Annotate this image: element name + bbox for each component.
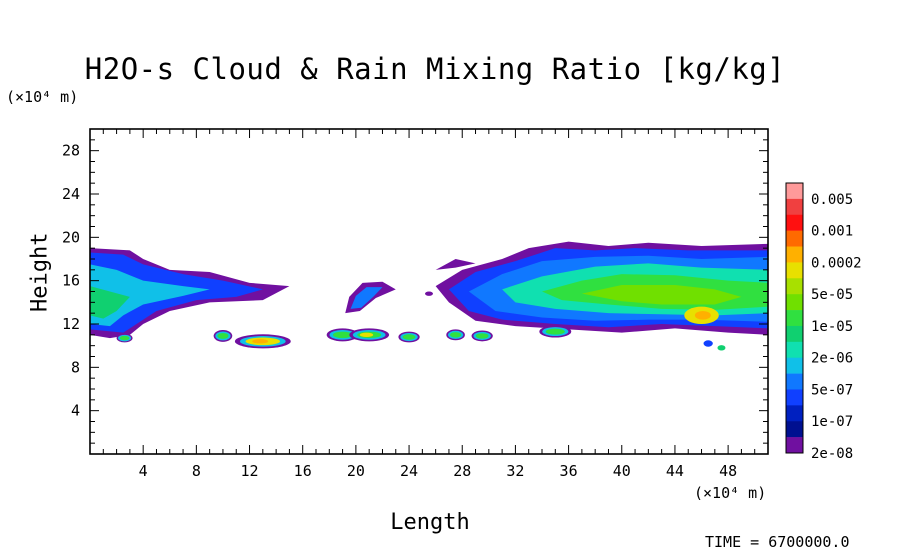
colorbar-swatch: [786, 437, 803, 454]
cloud-ur-orange: [694, 311, 711, 320]
x-axis-label: Length: [390, 510, 470, 535]
y-tick-label: 12: [62, 315, 80, 333]
colorbar-label: 2e-06: [811, 351, 853, 367]
x-tick-label: 12: [240, 462, 258, 480]
x-tick-label: 48: [719, 462, 737, 480]
y-tick-label: 28: [62, 142, 80, 160]
cloud-ur-lgreen: [581, 285, 742, 305]
colorbar-swatch: [786, 246, 803, 263]
x-tick-label: 24: [400, 462, 418, 480]
x-tick-label: 40: [613, 462, 631, 480]
colorbar-swatch: [786, 294, 803, 311]
low-cloud-green-2: [333, 331, 353, 339]
low-cloud-green-5: [450, 332, 462, 338]
x-tick-label: 20: [347, 462, 365, 480]
x-tick-label: 44: [666, 462, 684, 480]
chart-title: H2O-s Cloud & Rain Mixing Ratio [kg/kg]: [84, 52, 786, 86]
colorbar-label: 2e-08: [811, 446, 853, 462]
low-cloud-yellow-2: [359, 332, 374, 338]
x-tick-label: 16: [294, 462, 312, 480]
colorbar-label: 5e-07: [811, 382, 853, 398]
colorbar-swatch: [786, 389, 803, 406]
colorbar-swatch: [786, 357, 803, 374]
cloud-ul-core: [90, 286, 130, 319]
x-tick-label: 4: [139, 462, 148, 480]
x-tick-label: 8: [192, 462, 201, 480]
colorbar-swatch: [786, 278, 803, 295]
y-tick-label: 20: [62, 228, 80, 246]
colorbar-label: 0.0002: [811, 255, 862, 271]
cloud-ul-inner: [90, 264, 210, 327]
colorbar-label: 5e-05: [811, 287, 853, 303]
cloud-center-inner: [350, 287, 383, 309]
colorbar-swatch: [786, 421, 803, 438]
colorbar-label: 1e-07: [811, 414, 853, 430]
cloud-ur-speck-2: [717, 345, 726, 351]
colorbar-swatch: [786, 310, 803, 327]
low-cloud-green-7: [545, 328, 565, 335]
x-axis-unit: (×10⁴ m): [694, 484, 767, 502]
cloud-center-dot: [425, 291, 433, 296]
x-tick-label: 32: [506, 462, 524, 480]
colorbar-swatch: [786, 198, 803, 216]
low-cloud-green-0: [217, 332, 229, 339]
colorbar-frame: [785, 182, 804, 454]
colorbar-legend: 0.005 0.001 0.0002 5e-05 1e-05 2e-06 5e-07 1e-0…: [785, 182, 862, 462]
colorbar-swatch: [786, 405, 803, 422]
low-cloud-orange: [252, 339, 269, 344]
y-tick-label: 24: [62, 185, 80, 203]
colorbar-swatch: [786, 341, 803, 359]
y-tick-label: 4: [71, 402, 80, 420]
y-tick-label: 8: [71, 358, 80, 376]
low-cloud-green-6: [475, 333, 489, 339]
colorbar-swatch: [786, 325, 803, 343]
colorbar-swatch: [786, 230, 803, 247]
cloud-ur-wisp: [435, 259, 476, 270]
colorbar-label: 0.005: [811, 192, 853, 208]
cloud-ur-speck: [703, 340, 713, 347]
cloud-field: [90, 241, 768, 351]
y-tick-label: 16: [62, 272, 80, 290]
colorbar-label: 0.001: [811, 224, 853, 240]
colorbar-swatch: [786, 373, 803, 390]
low-cloud-green-4: [402, 334, 416, 340]
x-tick-label: 28: [453, 462, 471, 480]
colorbar-label: 1e-05: [811, 319, 853, 335]
y-axis-unit: (×10⁴ m): [6, 88, 79, 106]
colorbar-swatch: [786, 214, 803, 231]
low-cloud-green-8: [119, 335, 130, 341]
colorbar-swatch: [786, 183, 803, 200]
colorbar-swatch: [786, 262, 803, 279]
x-tick-label: 36: [560, 462, 578, 480]
